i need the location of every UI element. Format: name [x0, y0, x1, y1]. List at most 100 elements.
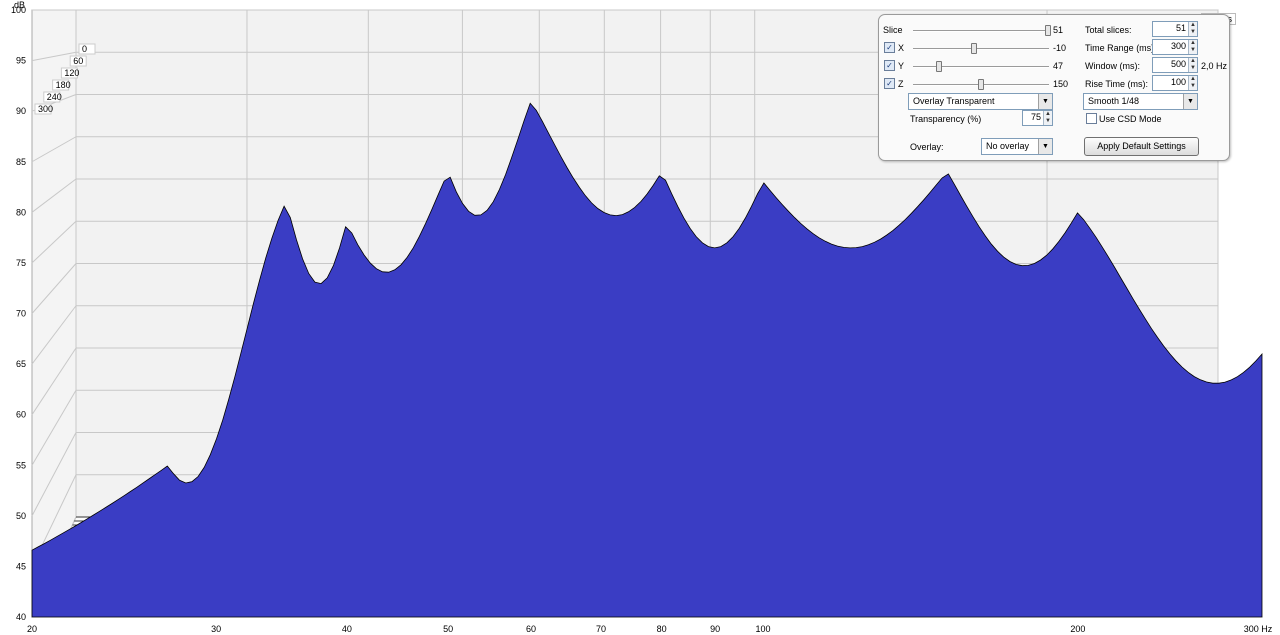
- total-slices-spinner[interactable]: 51 ▲ ▼: [1152, 21, 1198, 37]
- chevron-down-icon[interactable]: ▼: [1038, 139, 1052, 154]
- window-value: 500: [1170, 59, 1186, 69]
- depth-tick-label: 180: [56, 80, 71, 90]
- slice-slider-thumb[interactable]: [1045, 25, 1051, 36]
- x-tick-label: 20: [27, 624, 37, 634]
- depth-tick-label: 240: [47, 92, 62, 102]
- x-tick-label: 300 Hz: [1244, 624, 1273, 634]
- grid-line: [31, 263, 77, 314]
- x-tick-label: 100: [755, 624, 770, 634]
- depth-tick-label: 0: [82, 44, 87, 54]
- depth-tick-box: [60, 67, 78, 79]
- transparency-spinner[interactable]: 75 ▲ ▼: [1022, 110, 1053, 126]
- apply-default-settings-button[interactable]: Apply Default Settings: [1084, 137, 1199, 156]
- time-range-spinner[interactable]: 300 ▲ ▼: [1152, 39, 1198, 55]
- grid-line: [31, 305, 77, 365]
- x-axis-ticks: 20 30 40 50 60 70 80 90 100 200 300 Hz: [27, 624, 1273, 634]
- y-tick-label: 95: [16, 56, 26, 66]
- csd-mode-label: Use CSD Mode: [1099, 114, 1162, 124]
- z-slider-thumb[interactable]: [978, 79, 984, 90]
- depth-tick-label: 300: [38, 104, 53, 114]
- x-value: -10: [1053, 43, 1067, 53]
- x-tick-label: 70: [596, 624, 606, 634]
- y-slider[interactable]: [913, 66, 1049, 68]
- rise-time-value: 100: [1170, 77, 1186, 87]
- y-tick-label: 40: [16, 612, 26, 622]
- rise-time-spinner[interactable]: 100 ▲ ▼: [1152, 75, 1198, 91]
- time-range-label: Time Range (ms):: [1085, 43, 1157, 53]
- grid-line: [31, 347, 77, 415]
- depth-tick-box: [52, 79, 70, 91]
- window-label: Window (ms):: [1085, 61, 1141, 71]
- mode-select-value: Overlay Transparent: [913, 96, 995, 106]
- y-tick-label: 65: [16, 359, 26, 369]
- y-axis-label: dB: [14, 0, 25, 10]
- controls-panel: Slice 51 ✓ X -10 ✓ Y 47 ✓ Z 150 Total sl…: [878, 14, 1230, 161]
- depth-tick-box: [34, 103, 52, 115]
- y-tick-label: 55: [16, 460, 26, 470]
- x-slider-thumb[interactable]: [971, 43, 977, 54]
- x-label: X: [898, 43, 905, 53]
- grid-line: [31, 51, 77, 62]
- x-slider[interactable]: [913, 48, 1049, 50]
- chevron-down-icon[interactable]: ▼: [1038, 94, 1052, 109]
- smooth-select-value: Smooth 1/48: [1088, 96, 1140, 106]
- depth-tick-box: [69, 55, 87, 67]
- grid-line: [31, 220, 77, 264]
- overlay-select[interactable]: No overlay ▼: [981, 138, 1053, 155]
- total-slices-label: Total slices:: [1085, 25, 1132, 35]
- y-tick-label: 60: [16, 410, 26, 420]
- chevron-down-icon[interactable]: ▼: [1183, 94, 1197, 109]
- spinner-arrows-icon[interactable]: ▲ ▼: [1188, 76, 1197, 90]
- x-tick-label: 50: [443, 624, 453, 634]
- z-value: 150: [1053, 79, 1069, 89]
- slice-value: 51: [1053, 25, 1064, 35]
- spinner-arrows-icon[interactable]: ▲ ▼: [1188, 40, 1197, 54]
- y-checkbox[interactable]: ✓: [884, 60, 895, 71]
- x-tick-label: 200: [1070, 624, 1085, 634]
- y-axis-ticks: 100 95 90 85 80 75 70 65 60 55 50 45 40: [11, 5, 26, 622]
- smooth-select[interactable]: Smooth 1/48 ▼: [1083, 93, 1198, 110]
- y-tick-label: 45: [16, 561, 26, 571]
- mode-select[interactable]: Overlay Transparent ▼: [908, 93, 1053, 110]
- x-tick-label: 40: [342, 624, 352, 634]
- y-tick-label: 75: [16, 258, 26, 268]
- depth-tick-label: 120: [64, 68, 79, 78]
- window-resolution: 2,0 Hz: [1201, 61, 1228, 71]
- transparency-label: Transparency (%): [910, 114, 982, 124]
- window-spinner[interactable]: 500 ▲ ▼: [1152, 57, 1198, 73]
- depth-tick-box: [43, 91, 61, 103]
- depth-tick-label: 60: [73, 56, 83, 66]
- csd-mode-checkbox[interactable]: [1086, 113, 1097, 124]
- spinner-arrows-icon[interactable]: ▲ ▼: [1188, 22, 1197, 36]
- waterfall-slices: [31, 102, 1263, 618]
- depth-tick-box: [78, 43, 96, 55]
- x-tick-label: 60: [526, 624, 536, 634]
- x-checkbox[interactable]: ✓: [884, 42, 895, 53]
- y-tick-label: 80: [16, 207, 26, 217]
- slice-slider[interactable]: [913, 30, 1049, 32]
- depth-axis-ticks: 0 60 120 180 240 300: [34, 43, 96, 115]
- slice-label: Slice: [883, 25, 903, 35]
- y-tick-label: 70: [16, 309, 26, 319]
- rise-time-label: Rise Time (ms):: [1085, 79, 1148, 89]
- y-value: 47: [1053, 61, 1064, 71]
- overlay-label: Overlay:: [910, 142, 944, 152]
- transparency-value: 75: [1030, 112, 1041, 122]
- grid-line: [31, 178, 77, 213]
- overlay-select-value: No overlay: [986, 141, 1030, 151]
- x-tick-label: 80: [657, 624, 667, 634]
- y-tick-label: 85: [16, 157, 26, 167]
- y-label: Y: [898, 61, 905, 71]
- total-slices-value: 51: [1175, 23, 1186, 33]
- y-tick-label: 100: [11, 5, 26, 15]
- spinner-arrows-icon[interactable]: ▲ ▼: [1188, 58, 1197, 72]
- y-tick-label: 50: [16, 511, 26, 521]
- y-slider-thumb[interactable]: [936, 61, 942, 72]
- x-tick-label: 30: [211, 624, 221, 634]
- z-checkbox[interactable]: ✓: [884, 78, 895, 89]
- spinner-arrows-icon[interactable]: ▲ ▼: [1043, 111, 1052, 125]
- z-label: Z: [898, 79, 904, 89]
- waterfall-slice: [31, 102, 1263, 618]
- x-tick-label: 90: [710, 624, 720, 634]
